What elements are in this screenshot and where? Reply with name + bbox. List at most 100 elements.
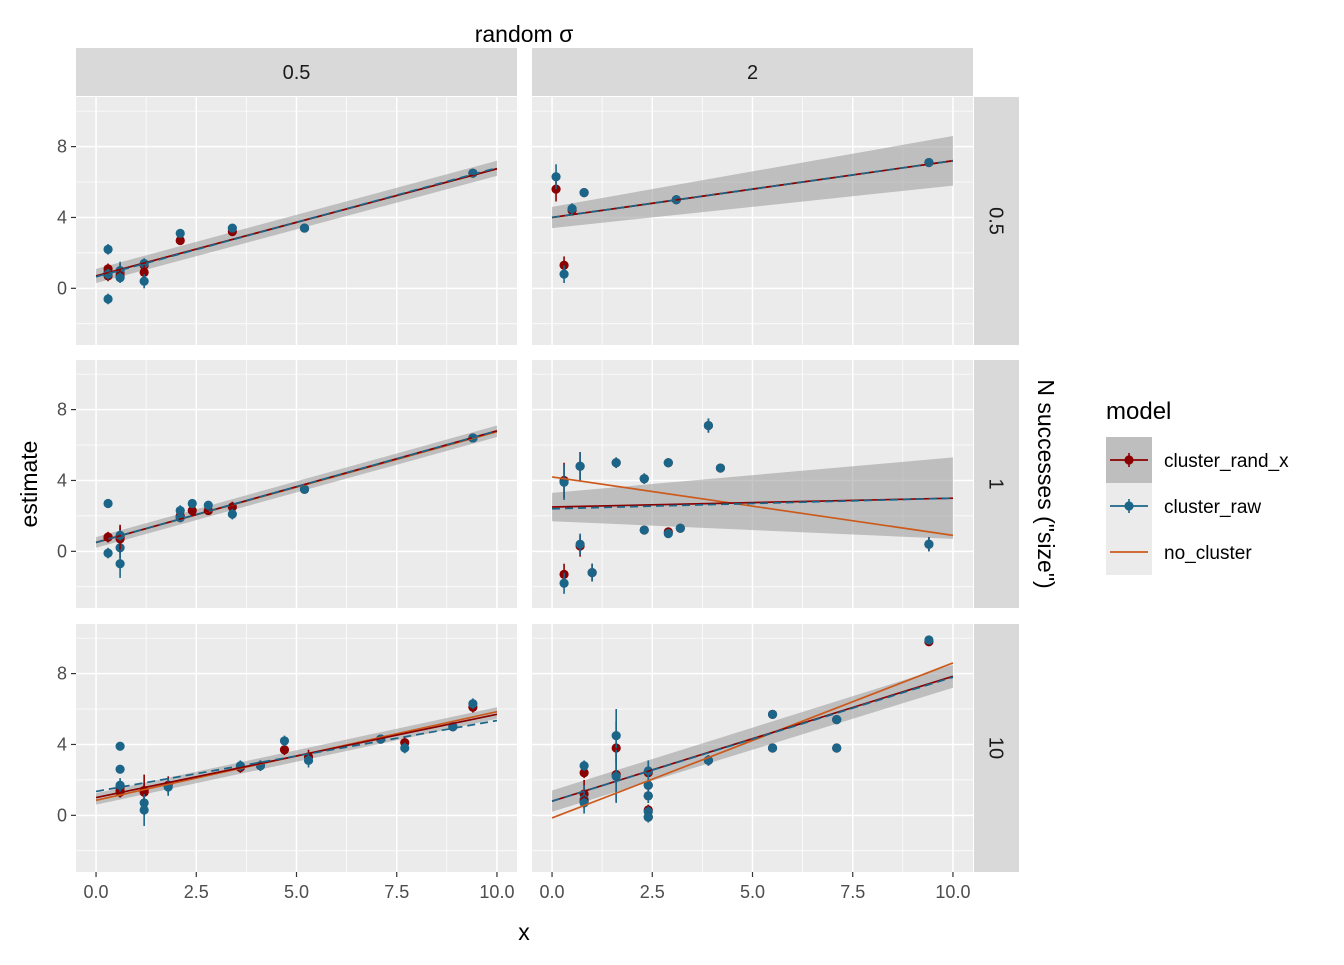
fit-line-cluster_raw [552,497,953,510]
point-cluster_raw [299,484,310,494]
point-cluster_raw [559,269,569,279]
point-cluster_raw [924,539,934,549]
y-tick-label: 0 [57,278,67,298]
point-cluster_raw [643,791,653,801]
strip-right-label: 1 [985,478,1007,489]
top-strip-title: random σ [475,21,574,47]
x-tick-label: 2.5 [184,882,209,902]
point-cluster_raw [663,458,673,468]
point-cluster_raw [767,743,778,753]
panels-layer: 0.5 2 0.5 1 10 0 4 8 0 4 8 0 4 8 0.0 2.5 5.0 7.5 10.0 0.0 2.… [57,48,1019,902]
point-cluster_raw [559,477,569,487]
y-tick-label: 4 [57,470,67,490]
fit-line-cluster_raw [95,719,498,793]
point-cluster_raw [299,223,310,233]
point-cluster_raw [175,505,185,516]
point-cluster_raw [115,741,125,751]
point-cluster_raw [551,172,561,182]
legend-key-point [1124,455,1134,465]
point-cluster_raw [579,761,589,771]
point-cluster_raw [767,709,778,719]
point-cluster_raw [115,273,125,283]
strip-right-label: 0.5 [985,207,1007,235]
point-cluster_raw [675,523,685,533]
y-tick-label: 8 [57,400,67,420]
point-cluster_raw [227,223,237,233]
x-tick-label: 0.0 [84,882,109,902]
y-tick-label: 8 [57,664,67,684]
strip-top-label: 0.5 [283,62,311,84]
x-tick-label: 7.5 [840,882,865,902]
point-cluster_raw [832,715,842,725]
point-cluster_raw [715,463,726,473]
point-cluster_raw [639,525,649,535]
x-tick-label: 7.5 [384,882,409,902]
x-tick-label: 10.0 [479,882,514,902]
point-cluster_raw [703,420,714,431]
confidence-ribbon [552,135,953,229]
fit-line-cluster_rand_x [95,713,498,799]
panel-2-0.5 [532,97,973,345]
panel-2-1 [532,360,973,608]
point-cluster_raw [468,699,478,709]
point-cluster_raw [611,731,621,741]
point-cluster_raw [279,736,290,746]
point-cluster_raw [103,498,113,509]
point-cluster_raw [663,529,673,539]
y-tick-label: 4 [57,734,67,754]
point-cluster_raw [187,498,197,509]
point-cluster_raw [115,764,125,774]
strip-right-2 [974,624,1019,872]
confidence-ribbon [552,457,953,539]
point-cluster_raw [639,474,649,484]
point-cluster_raw [103,294,113,304]
y-tick-label: 0 [57,541,67,561]
fit-line-cluster_raw [551,676,954,802]
point-cluster_raw [115,780,125,790]
legend-key-point [1124,501,1134,511]
point-cluster_raw [579,188,589,198]
strip-right-1 [974,360,1019,608]
strip-right-0 [974,97,1019,345]
panel-2-10 [532,624,973,872]
point-cluster_rand_x [175,235,185,246]
x-axis-title: x [518,919,530,945]
legend-label: cluster_raw [1164,497,1261,518]
point-cluster_raw [832,743,842,753]
legend-label: cluster_rand_x [1164,451,1289,472]
point-cluster_raw [203,500,213,510]
point-cluster_raw [103,548,113,558]
fit-line-no_cluster [551,662,954,819]
legend-keys: cluster_rand_x cluster_raw no_cluster [1106,437,1289,575]
point-cluster_raw [611,771,621,781]
point-cluster_rand_x [579,768,589,778]
point-cluster_rand_x [187,505,197,516]
point-cluster_raw [175,228,185,238]
strip-top-label: 2 [747,62,758,84]
point-cluster_rand_x [139,267,149,277]
y-axis-title: estimate [16,441,42,528]
panel-0.5-1 [76,360,517,608]
y-tick-label: 4 [57,207,67,227]
y-tick-label: 8 [57,137,67,157]
point-cluster_raw [643,812,653,822]
strip-top-1 [532,48,973,96]
point-cluster_raw [575,461,585,471]
x-tick-label: 5.0 [284,882,309,902]
point-cluster_raw [400,743,410,753]
x-tick-label: 5.0 [740,882,765,902]
x-tick-label: 10.0 [935,882,970,902]
point-cluster_raw [103,244,113,254]
legend-title: model [1106,398,1171,425]
fit-line-cluster_rand_x [552,497,953,508]
right-strip-title: N successes ("size") [1033,379,1059,588]
point-cluster_raw [575,539,585,549]
x-tick-label: 2.5 [640,882,665,902]
point-cluster_raw [924,635,934,645]
legend: model cluster_rand_x cluster_raw no_cluste… [1106,398,1289,575]
y-tick-label: 0 [57,805,67,825]
point-cluster_rand_x [279,745,290,755]
fit-line-cluster_raw [551,159,954,219]
fit-line-cluster_raw [95,167,498,278]
